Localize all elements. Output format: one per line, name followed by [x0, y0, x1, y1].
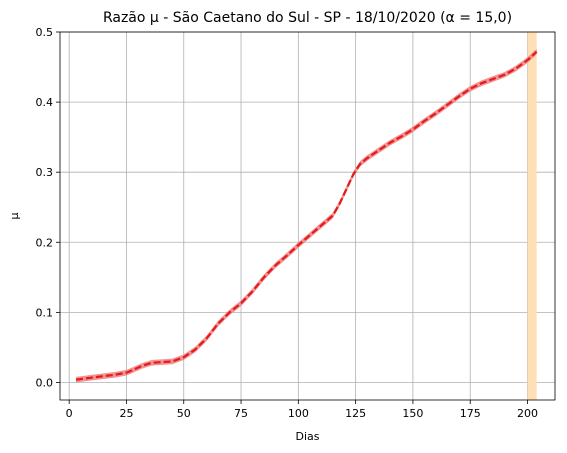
y-tick-label: 0.3	[36, 166, 54, 179]
x-tick-label: 50	[177, 407, 191, 420]
y-tick-label: 0.5	[36, 26, 54, 39]
chart-title: Razão µ - São Caetano do Sul - SP - 18/1…	[103, 10, 512, 26]
x-tick-label: 25	[119, 407, 133, 420]
y-axis-label: µ	[8, 213, 21, 220]
series-line	[75, 50, 538, 381]
highlight-layer	[527, 32, 537, 400]
y-axis-ticks: 0.0 0.1 0.2 0.3 0.4 0.5	[36, 26, 60, 389]
plot-frame	[59, 31, 556, 401]
x-tick-label: 100	[288, 407, 309, 420]
x-tick-label: 200	[517, 407, 538, 420]
x-tick-label: 175	[460, 407, 481, 420]
series-layer	[75, 48, 538, 383]
y-tick-label: 0.0	[36, 376, 54, 389]
grid-layer	[60, 31, 555, 400]
confidence-band	[76, 48, 537, 383]
x-tick-label: 150	[402, 407, 423, 420]
y-tick-label: 0.4	[36, 96, 54, 109]
x-tick-label: 75	[234, 407, 248, 420]
y-tick-label: 0.2	[36, 236, 54, 249]
y-tick-label: 0.1	[36, 306, 54, 319]
x-tick-label: 125	[345, 407, 366, 420]
highlight-band	[527, 32, 537, 400]
x-axis-label: Dias	[296, 430, 320, 443]
x-axis-ticks: 0 25 50 75 100 125 150 175 200	[66, 400, 538, 420]
x-tick-label: 0	[66, 407, 73, 420]
